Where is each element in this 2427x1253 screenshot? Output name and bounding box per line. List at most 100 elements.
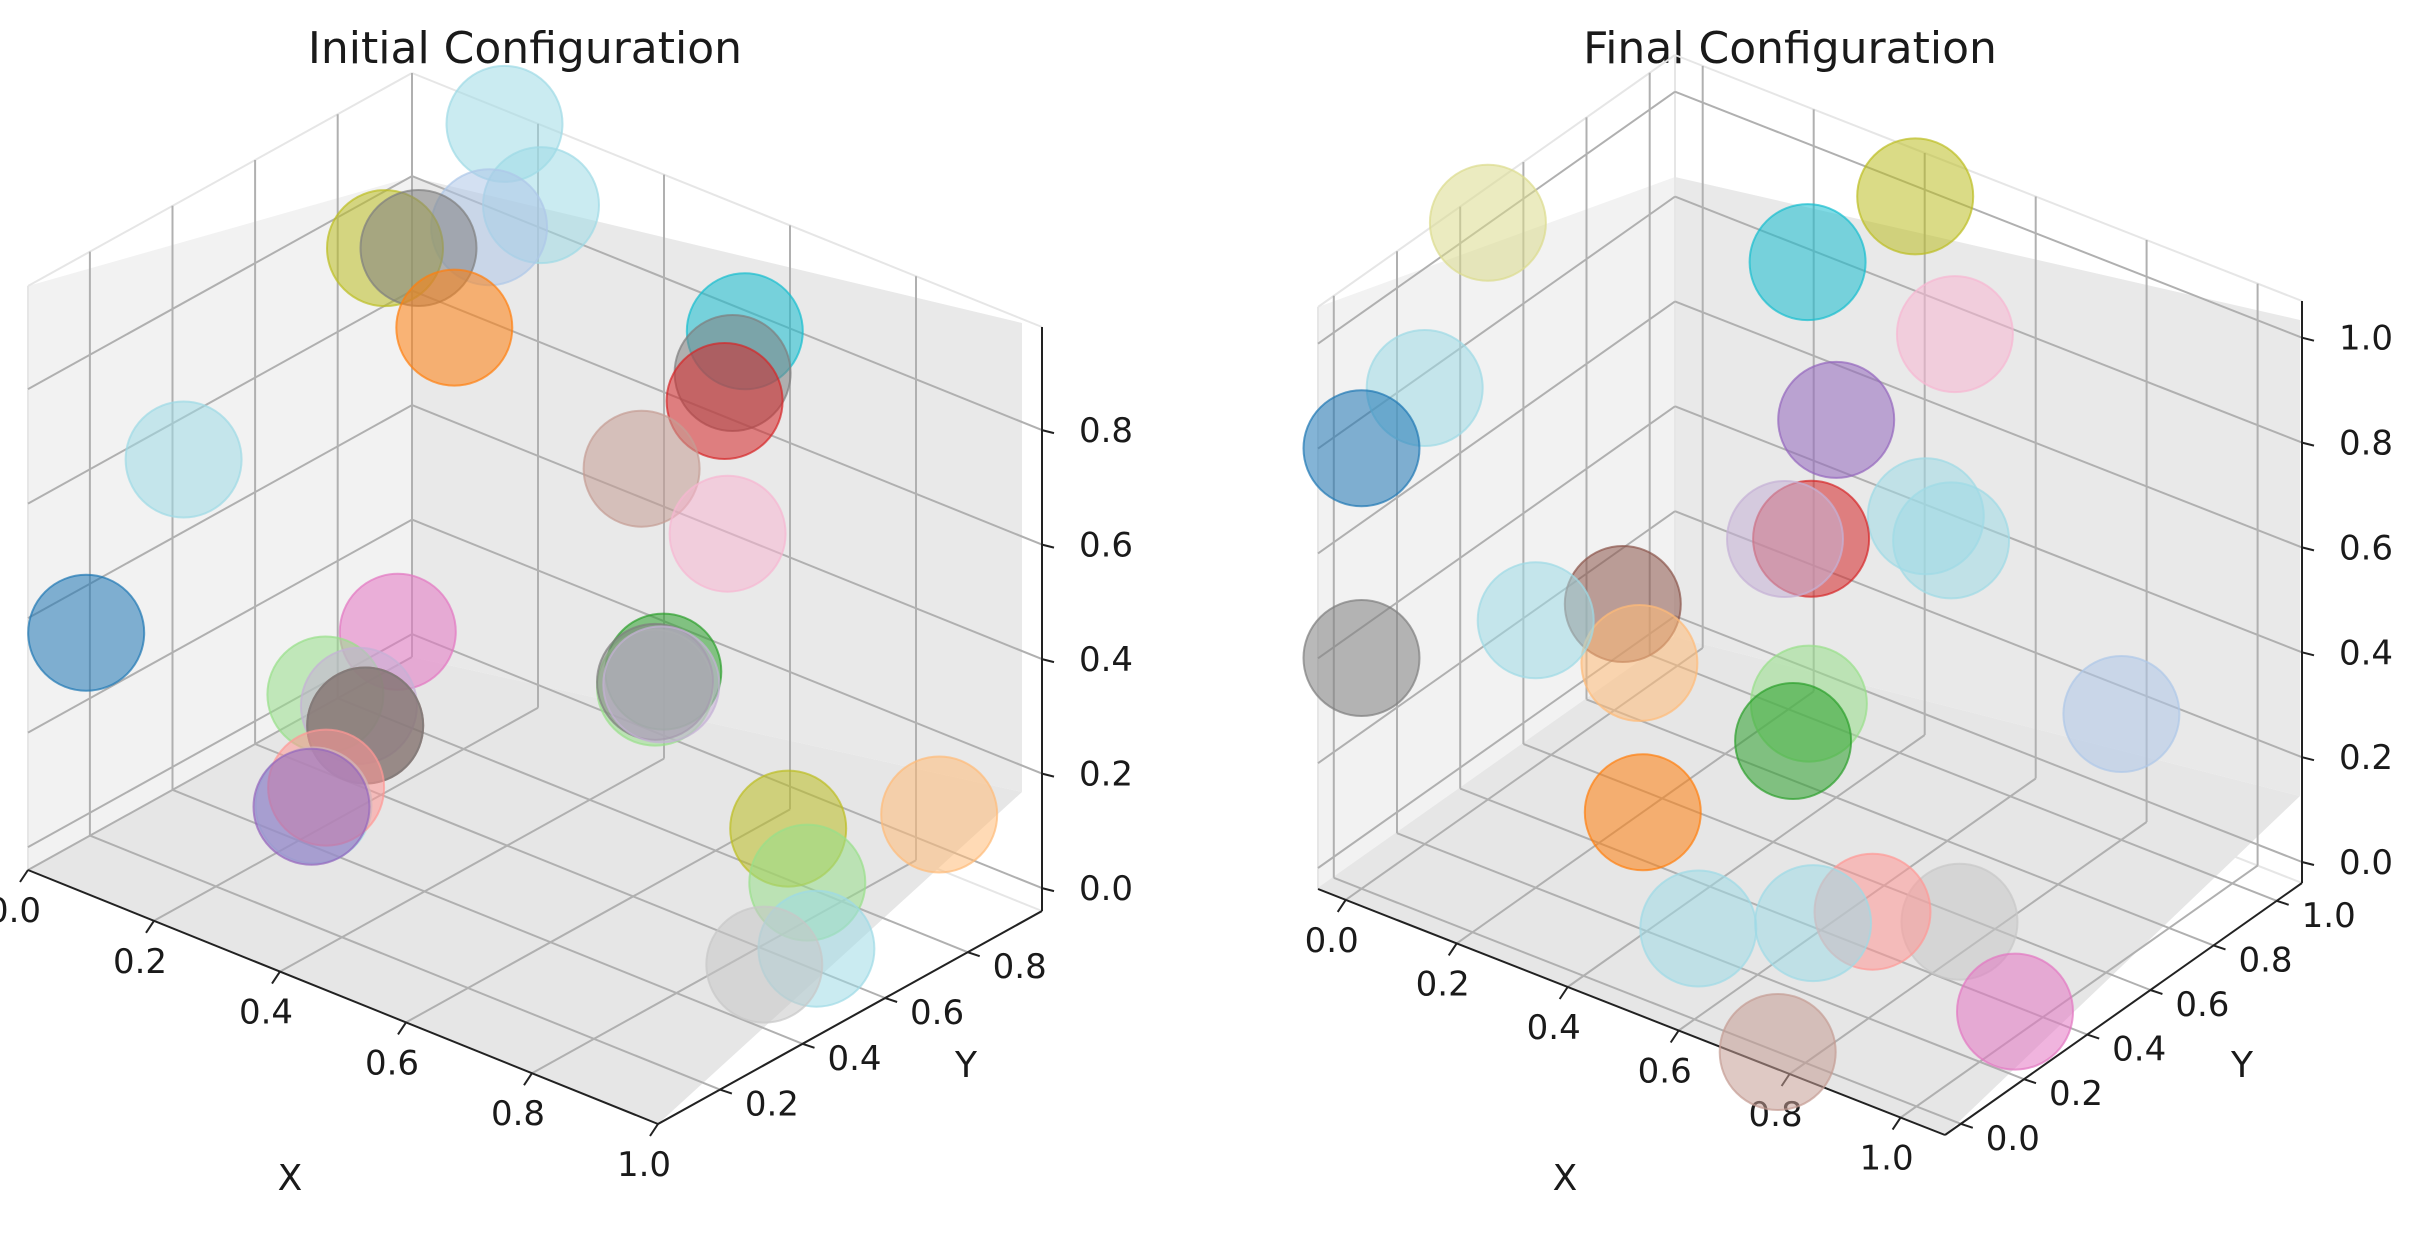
- scatter-point: [124, 400, 243, 519]
- y-tick-label: 0.0: [1986, 1119, 2040, 1159]
- scatter-point: [1726, 480, 1844, 598]
- scatter-point: [602, 625, 721, 744]
- y-grid-line: [1586, 698, 2214, 947]
- subplot-final-configuration: Final Configuration 0.00.20.40.60.81.0 0.…: [1302, 23, 2393, 1199]
- x-tick-label: 0.6: [1638, 1052, 1692, 1092]
- x-tick-label: 1.0: [1860, 1139, 1914, 1179]
- scatter-points: [1302, 137, 2181, 1111]
- z-tick-mark: [2301, 756, 2315, 762]
- scatter-point: [1956, 952, 2074, 1071]
- x-tick-mark: [271, 971, 281, 985]
- x-tick-mark: [145, 920, 155, 934]
- z-tick-label: 0.4: [1079, 640, 1133, 680]
- y-axis-label: Y: [954, 1045, 978, 1086]
- z-tick-label: 0.8: [1079, 411, 1133, 451]
- scatter-point: [2062, 655, 2181, 773]
- y-tick-label: 0.2: [2049, 1074, 2103, 1114]
- x-tick-label: 1.0: [617, 1145, 671, 1185]
- z-grid-line: [1317, 300, 1676, 555]
- x-grid-line: [279, 757, 665, 973]
- pane-edge: [27, 72, 413, 287]
- x-axis-label: X: [278, 1158, 303, 1199]
- z-tick-label: 0.6: [1079, 526, 1133, 566]
- x-tick-mark: [1336, 899, 1347, 913]
- y-tick-label: 0.6: [2175, 985, 2229, 1025]
- z-grid-line: [27, 289, 413, 505]
- y-tick-label: 1.0: [2302, 896, 2356, 936]
- scatter-point: [1866, 457, 1985, 576]
- x-tick-mark: [649, 1123, 659, 1137]
- scatter-point: [1580, 604, 1699, 722]
- back-pane-right: [1675, 177, 2300, 796]
- z-tick-mark: [1041, 887, 1055, 893]
- scatter-point: [705, 905, 824, 1024]
- y-tick-mark: [884, 997, 898, 1003]
- z-tick-mark: [1041, 772, 1055, 778]
- scatter-point: [665, 342, 784, 460]
- scatter-point: [1734, 682, 1853, 800]
- scatter-point: [668, 474, 787, 593]
- z-grid-line: [27, 518, 413, 734]
- z-tick-mark: [1041, 543, 1055, 549]
- x-tick-label: 0.6: [365, 1043, 419, 1083]
- subplot-initial-configuration: Initial Configuration 0.0 0.2 0.4 0.6 0.8 1.0…: [0, 23, 1133, 1199]
- scatter-point: [1428, 163, 1547, 282]
- scatter-point: [1302, 389, 1421, 508]
- x-grid-line: [1567, 734, 1926, 988]
- y-grid-line: [337, 697, 969, 954]
- x-grid-line: [1900, 864, 2259, 1119]
- scatter-point: [582, 409, 701, 528]
- y-tick-mark: [2213, 944, 2226, 951]
- axes: 0.00.20.40.60.81.0 0.00.20.40.60.81.00.00…: [1305, 301, 2393, 1179]
- z-tick-label: 0.2: [1079, 755, 1133, 795]
- x-tick-label: 0.8: [491, 1094, 545, 1134]
- x-axis-label: X: [1553, 1158, 1578, 1199]
- x-tick-mark: [19, 869, 29, 883]
- axes: 0.0 0.2 0.4 0.6 0.8 1.0 0.2 0.4 0.6 0.8 0.0 0.2 0.4 0…: [0, 327, 1133, 1185]
- z-tick-label: 0.4: [2339, 633, 2393, 673]
- z-tick-mark: [2301, 336, 2315, 342]
- z-grid-line: [1674, 300, 2303, 549]
- y-tick-label: 0.8: [993, 947, 1047, 987]
- scatter-point: [1476, 561, 1595, 680]
- x-tick-mark: [523, 1072, 533, 1086]
- x-grid-line: [405, 808, 791, 1024]
- scatter-point: [1777, 360, 1896, 479]
- y-tick-mark: [802, 1042, 815, 1049]
- x-tick-label: 0.0: [1305, 921, 1359, 961]
- scatter-point: [1856, 137, 1975, 256]
- y-tick-label: 0.8: [2238, 940, 2292, 980]
- y-tick-mark: [2023, 1078, 2037, 1085]
- scatter-point: [880, 755, 999, 874]
- z-tick-mark: [2301, 546, 2315, 552]
- x-tick-label: 0.0: [0, 891, 41, 931]
- y-tick-mark: [967, 951, 981, 958]
- z-tick-mark: [2301, 441, 2315, 447]
- scatter-point: [1718, 993, 1837, 1111]
- x-tick-mark: [397, 1021, 407, 1035]
- z-tick-mark: [1041, 429, 1055, 435]
- z-tick-label: 0.8: [2339, 424, 2393, 464]
- y-tick-label: 0.4: [2112, 1030, 2166, 1070]
- scatter-point: [1639, 869, 1758, 988]
- x-tick-label: 0.4: [1527, 1008, 1581, 1048]
- pane-edge: [1674, 54, 2303, 302]
- y-grid-line: [1333, 876, 1962, 1125]
- scatter-point: [1895, 275, 2014, 394]
- z-tick-label: 0.6: [2339, 528, 2393, 568]
- x-tick-label: 0.2: [1416, 964, 1470, 1004]
- z-grid-line: [1674, 90, 2303, 339]
- scatter-point: [1302, 599, 1421, 717]
- chart-title: Final Configuration: [1583, 23, 1997, 74]
- y-tick-label: 0.4: [827, 1039, 881, 1079]
- z-tick-mark: [1041, 658, 1055, 664]
- z-tick-label: 0.0: [1079, 869, 1133, 909]
- z-tick-label: 0.2: [2339, 738, 2393, 778]
- scatter-point: [1583, 753, 1702, 872]
- y-axis-label: Y: [2230, 1045, 2254, 1086]
- y-tick-mark: [1960, 1122, 1974, 1129]
- y-axis-line: [1944, 882, 2303, 1136]
- scatter-point: [252, 747, 371, 866]
- x-tick-mark: [1558, 986, 1569, 1000]
